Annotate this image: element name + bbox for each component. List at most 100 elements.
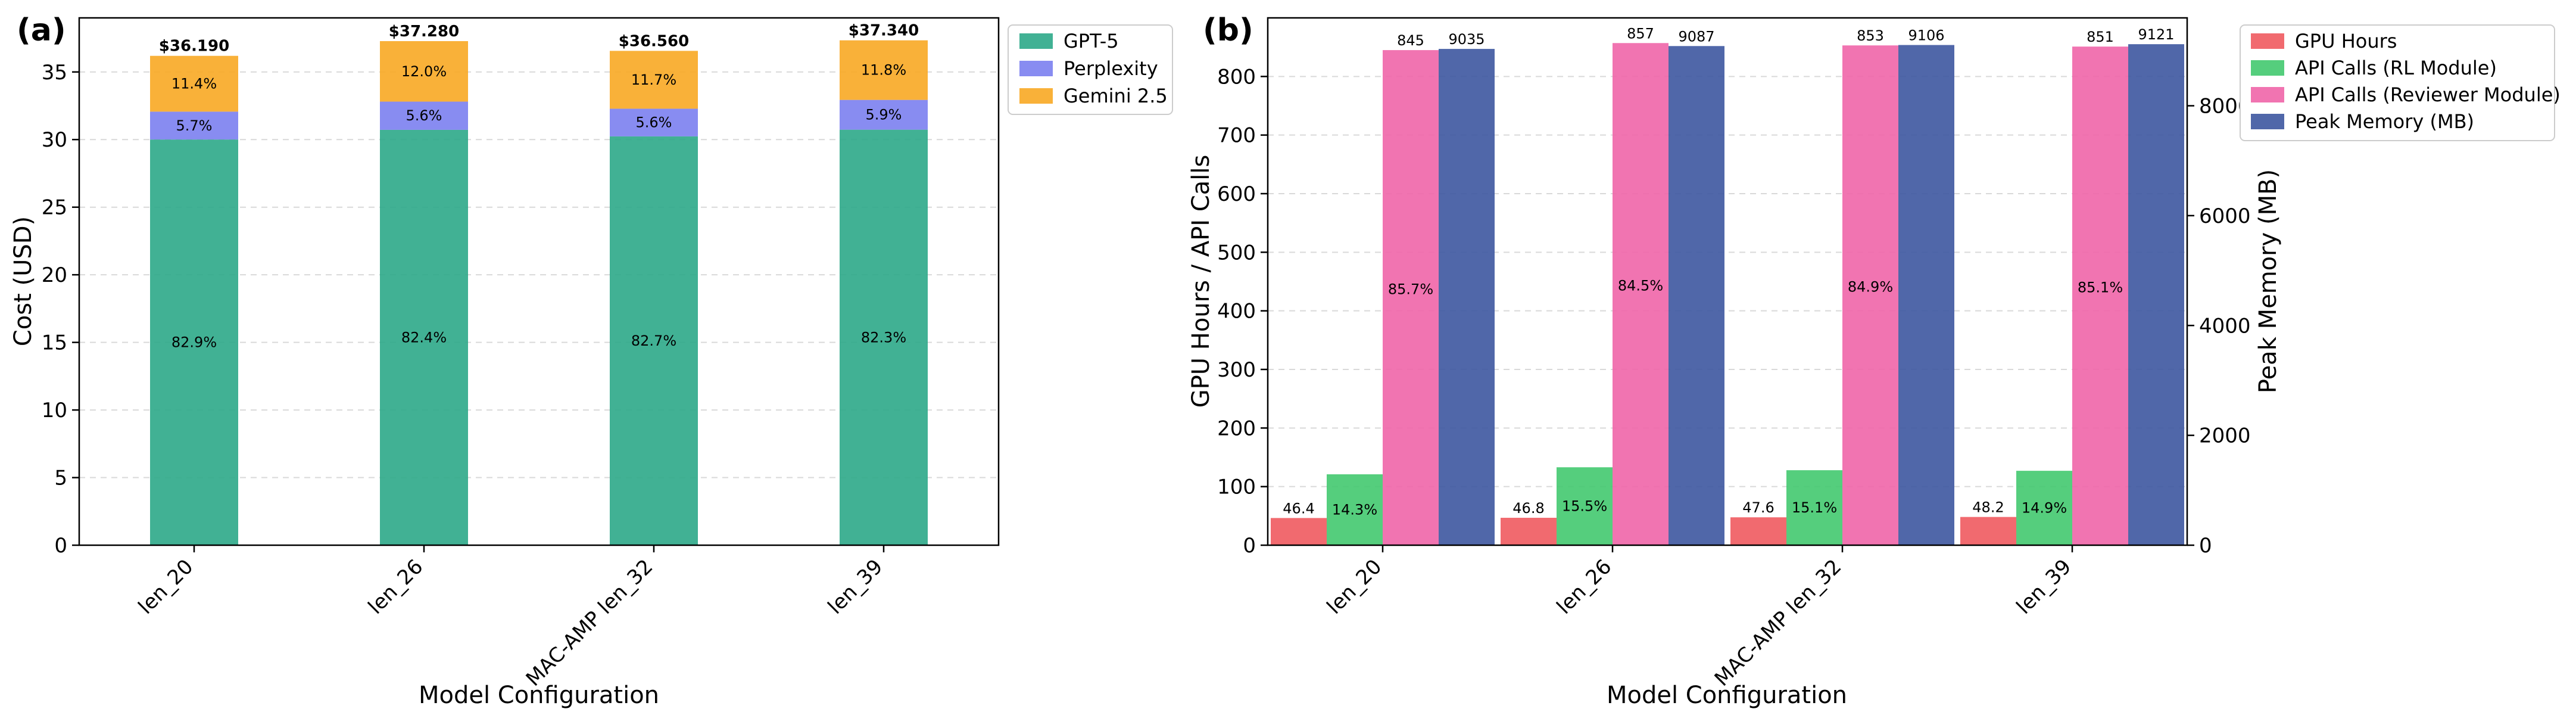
segment-percent-label: 82.4% <box>401 329 447 346</box>
x-tick-label: len_39 <box>824 555 888 619</box>
segment-percent-label: 82.3% <box>861 329 906 346</box>
bar-api-calls-rl-module <box>2016 471 2072 545</box>
bar-value-label: 9121 <box>2138 26 2174 43</box>
legend-swatch <box>2251 60 2284 76</box>
y-tick-label: 400 <box>1217 300 1256 324</box>
bar-value-label: 14.3% <box>1332 502 1377 518</box>
bar-api-calls-reviewer-module <box>1842 45 1898 545</box>
y-right-tick-label: 2000 <box>2199 424 2251 448</box>
y-tick-label: 30 <box>42 128 67 152</box>
bar-segment-perplexity <box>610 108 698 136</box>
y-tick-label: 500 <box>1217 241 1256 265</box>
bar-segment-gpt-5 <box>150 139 238 545</box>
bar-value-label: 15.1% <box>1792 499 1837 516</box>
bar-segment-gemini-2-5 <box>380 41 468 102</box>
panel-a-cost-chart: 82.9% 5.7% 11.4% $36.190 82.4% 5.6% 12.0% $37.2… <box>10 13 1173 709</box>
y-tick-label: 10 <box>42 399 67 422</box>
bar-peak-memory-mb <box>1898 45 1954 545</box>
bar-value-label: 9106 <box>1908 27 1944 44</box>
bar-gpu-hours <box>1271 518 1327 545</box>
y-tick-label: 800 <box>1217 65 1256 89</box>
bar-segment-gpt-5 <box>380 129 468 546</box>
segment-percent-label: 5.9% <box>866 107 902 123</box>
plot-frame <box>1267 17 2188 546</box>
bar-value-label: 14.9% <box>2022 500 2067 517</box>
y-axis-title: GPU Hours / API Calls <box>1187 155 1215 408</box>
bar-gpu-hours <box>1501 517 1557 545</box>
y-tick-label: 700 <box>1217 124 1256 148</box>
legend-entry-label: GPU Hours <box>2295 30 2397 52</box>
y-tick-label: 100 <box>1217 475 1256 499</box>
bar-gpu-hours <box>1730 517 1786 545</box>
segment-percent-label: 11.7% <box>631 72 676 88</box>
bar-total-label: $36.560 <box>619 32 689 50</box>
legend-swatch <box>2251 87 2284 102</box>
y-right-tick-label: 0 <box>2199 534 2212 558</box>
segment-percent-label: 82.9% <box>171 334 217 351</box>
bar-value-label: 9087 <box>1678 28 1714 45</box>
legend-entry-label: Gemini 2.5 <box>1064 85 1168 107</box>
legend-swatch <box>2251 33 2284 49</box>
bar-total-label: $37.340 <box>849 22 919 40</box>
bar-peak-memory-mb <box>2128 44 2184 545</box>
segment-percent-label: 5.7% <box>176 117 213 134</box>
y-right-axis-title: Peak Memory (MB) <box>2254 169 2282 393</box>
x-axis-title: Model Configuration <box>419 682 659 709</box>
legend-box <box>2240 24 2555 141</box>
y-tick-label: 0 <box>54 534 67 558</box>
bar-value-label: 47.6 <box>1742 499 1774 516</box>
panel-b-resource-chart: 46.4 14.3% 845 85.7% 9035 46.8 15.5% 857 84.5% 90… <box>1187 13 2561 709</box>
x-tick-label: len_20 <box>134 555 198 619</box>
bar-segment-gemini-2-5 <box>840 40 928 100</box>
bar-total-label: $37.280 <box>389 23 459 41</box>
legend-swatch <box>2251 114 2284 129</box>
x-tick-label: MAC-AMP len_32 <box>1710 555 1847 691</box>
x-tick-label: MAC-AMP len_32 <box>522 555 658 691</box>
bar-value-label: 845 <box>1397 32 1424 49</box>
bar-peak-memory-mb <box>1439 49 1495 545</box>
bar-value-label: 46.4 <box>1283 500 1314 517</box>
bar-value-label: 48.2 <box>1972 499 2004 516</box>
y-right-tick-label: 6000 <box>2199 204 2251 228</box>
bar-peak-memory-mb <box>1669 46 1724 546</box>
bar-api-calls-reviewer-module <box>1613 43 1669 546</box>
bar-value-label: 851 <box>2087 29 2114 45</box>
legend-entry-label: API Calls (Reviewer Module) <box>2295 83 2561 106</box>
bar-gpu-hours <box>1960 517 2016 545</box>
legend: GPU Hours API Calls (RL Module) API Calls … <box>2240 24 2561 141</box>
segment-percent-label: 5.6% <box>406 107 442 124</box>
bar-value-label: 9035 <box>1448 31 1485 48</box>
segment-percent-label: 11.4% <box>171 76 217 92</box>
segment-percent-label: 12.0% <box>401 63 447 80</box>
y-tick-label: 200 <box>1217 416 1256 440</box>
x-tick-label: len_26 <box>364 555 428 619</box>
y-tick-label: 35 <box>42 61 67 85</box>
legend-entry-label: API Calls (RL Module) <box>2295 57 2497 79</box>
bar-value-label: 46.8 <box>1512 500 1544 517</box>
legend-entry-label: Perplexity <box>1064 57 1158 80</box>
legend: GPT-5 Perplexity Gemini 2.5 <box>1008 24 1173 115</box>
x-tick-label: len_39 <box>2012 555 2076 619</box>
y-tick-label: 25 <box>42 196 67 220</box>
y-tick-label: 20 <box>42 263 67 287</box>
bar-share-label: 85.7% <box>1388 281 1433 298</box>
bar-api-calls-rl-module <box>1557 467 1613 545</box>
segment-percent-label: 11.8% <box>861 62 906 79</box>
segment-percent-label: 5.6% <box>636 114 672 131</box>
x-axis-title: Model Configuration <box>1607 682 1847 709</box>
y-tick-label: 600 <box>1217 182 1256 206</box>
bar-share-label: 85.1% <box>2078 279 2123 296</box>
legend-entry-label: GPT-5 <box>1064 30 1119 52</box>
segment-percent-label: 82.7% <box>631 332 676 349</box>
bar-share-label: 84.9% <box>1848 279 1893 296</box>
bar-segment-gemini-2-5 <box>610 51 698 109</box>
bar-segment-gemini-2-5 <box>150 55 238 112</box>
plot-frame <box>78 17 1000 546</box>
y-tick-label: 15 <box>42 331 67 355</box>
legend-entry-label: Peak Memory (MB) <box>2295 110 2474 133</box>
bar-value-label: 857 <box>1627 25 1654 42</box>
legend-swatch <box>1019 61 1053 76</box>
bar-value-label: 15.5% <box>1562 498 1607 515</box>
bar-share-label: 84.5% <box>1618 278 1663 294</box>
